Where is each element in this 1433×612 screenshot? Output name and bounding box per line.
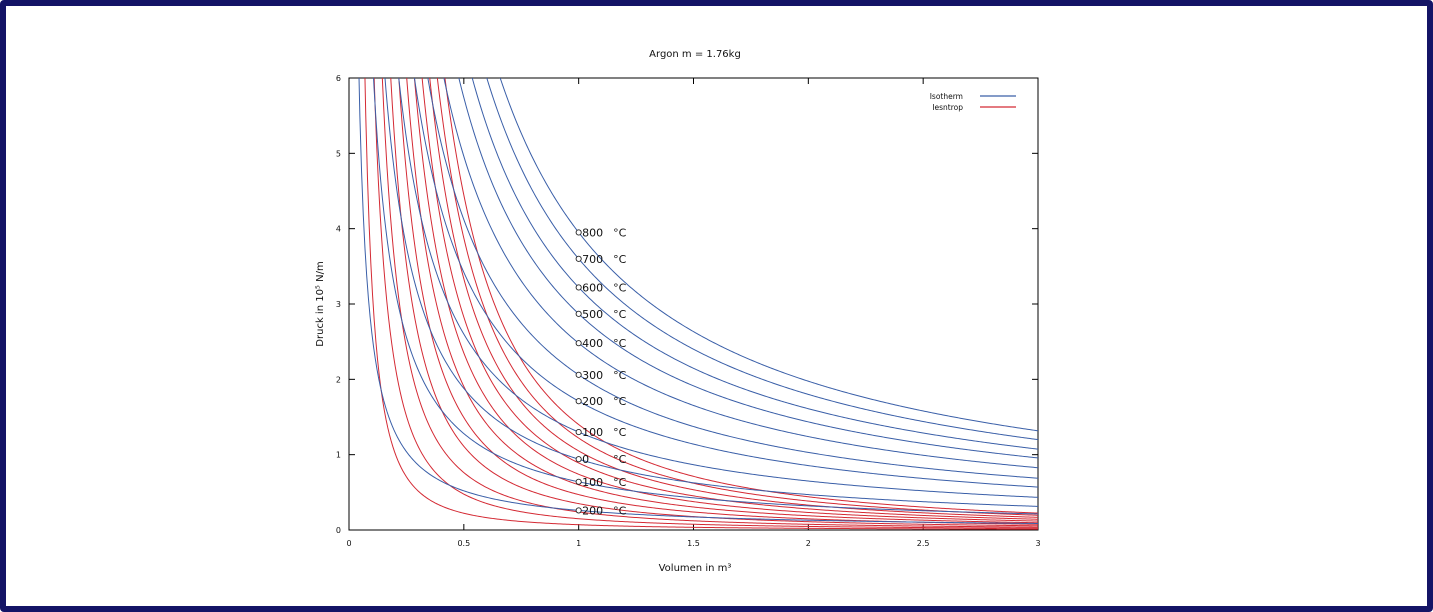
y-tick-label: 0 bbox=[336, 526, 341, 535]
isotherm-temp-unit: °C bbox=[613, 476, 627, 489]
isotherm-line bbox=[458, 78, 1038, 459]
isotherm-temp-label: 700 bbox=[582, 253, 603, 266]
x-tick-label: 0.5 bbox=[457, 539, 470, 548]
isotherm-line bbox=[486, 78, 1038, 441]
isotherm-marker bbox=[575, 456, 582, 463]
isotherm-temp-label: 600 bbox=[582, 281, 603, 294]
isotherm-temp-label: 300 bbox=[582, 369, 603, 382]
plot-area: 0 0.5 1 1.5 2 2.5 3 0 1 2 3 4 5 6 200 °C 100 °C 0 °C 100 °C 20… bbox=[336, 74, 1041, 548]
isotherm-marker bbox=[575, 255, 582, 262]
isotherm-temp-label: 500 bbox=[582, 308, 603, 321]
y-tick-label: 3 bbox=[336, 300, 341, 309]
isotherm-temp-unit: °C bbox=[613, 308, 627, 321]
isotherm-temp-unit: °C bbox=[613, 337, 627, 350]
legend-label-isotherm: Isotherm bbox=[930, 92, 963, 101]
isotherm-temp-label: 400 bbox=[582, 337, 603, 350]
y-tick-label: 5 bbox=[336, 149, 341, 158]
x-tick-label: 3 bbox=[1035, 539, 1040, 548]
isotherm-line bbox=[427, 78, 1038, 479]
isotherm-temp-label: 0 bbox=[582, 453, 589, 466]
isotherm-line bbox=[443, 78, 1038, 469]
isotherm-temp-label: 100 bbox=[582, 476, 603, 489]
isotherm-marker bbox=[575, 284, 582, 291]
isotherm-marker bbox=[575, 429, 582, 436]
y-tick-label: 2 bbox=[336, 375, 341, 384]
isotherm-line bbox=[358, 78, 1038, 524]
x-tick-label: 1.5 bbox=[687, 539, 700, 548]
x-tick-label: 1 bbox=[576, 539, 581, 548]
curves-group bbox=[358, 78, 1038, 530]
isotherm-temp-label: 200 bbox=[582, 504, 603, 517]
isotherm-marker bbox=[575, 310, 582, 317]
isotherm-temp-unit: °C bbox=[613, 426, 627, 439]
y-tick-label: 4 bbox=[336, 225, 341, 234]
isotherm-marker bbox=[575, 229, 582, 236]
isotherm-line bbox=[413, 78, 1038, 488]
isotherm-temp-unit: °C bbox=[613, 504, 627, 517]
isentrop-line bbox=[364, 78, 1038, 530]
isotherm-marker bbox=[575, 478, 582, 485]
isotherm-temp-unit: °C bbox=[613, 395, 627, 408]
legend-label-isentrop: Iesntrop bbox=[932, 103, 963, 112]
x-tick-label: 2.5 bbox=[917, 539, 930, 548]
isotherm-line bbox=[499, 78, 1038, 432]
isotherm-temp-label: 200 bbox=[582, 395, 603, 408]
isotherm-line bbox=[398, 78, 1038, 498]
y-axis-label: Druck in 10⁵ N/m bbox=[315, 261, 326, 346]
isotherm-line bbox=[384, 78, 1038, 507]
isotherm-marker bbox=[575, 398, 582, 405]
y-tick-label: 6 bbox=[336, 74, 341, 83]
isotherm-line bbox=[471, 78, 1038, 450]
x-axis-label: Volumen in m³ bbox=[659, 563, 732, 574]
isentrop-line bbox=[436, 78, 1038, 516]
isentrop-line bbox=[444, 78, 1038, 514]
isentrop-line bbox=[381, 78, 1038, 528]
isotherm-marker bbox=[575, 507, 582, 514]
isentrop-line bbox=[373, 78, 1038, 529]
y-tick-label: 1 bbox=[336, 451, 341, 460]
isotherm-temp-unit: °C bbox=[613, 369, 627, 382]
chart-title: Argon m = 1.76kg bbox=[649, 49, 741, 60]
x-tick-label: 2 bbox=[806, 539, 811, 548]
x-tick-label: 0 bbox=[346, 539, 351, 548]
isentrop-line bbox=[406, 78, 1038, 524]
isotherm-temp-unit: °C bbox=[613, 253, 627, 266]
isotherm-temp-unit: °C bbox=[613, 453, 627, 466]
isotherm-line bbox=[373, 78, 1038, 515]
isotherm-temp-label: 100 bbox=[582, 426, 603, 439]
isotherm-temp-label: 800 bbox=[582, 226, 603, 239]
legend: Isotherm Iesntrop bbox=[930, 92, 1016, 112]
isotherm-temp-unit: °C bbox=[613, 226, 627, 239]
isentrop-line bbox=[429, 78, 1038, 518]
isotherm-temp-unit: °C bbox=[613, 281, 627, 294]
isotherm-marker bbox=[575, 340, 582, 347]
isotherm-marker bbox=[575, 371, 582, 378]
